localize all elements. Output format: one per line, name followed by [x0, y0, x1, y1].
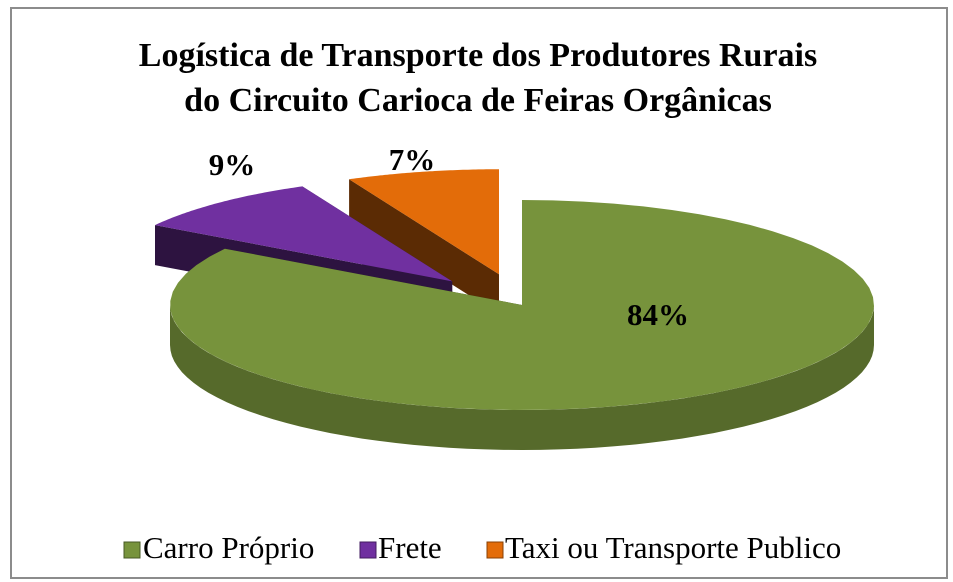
slice-top	[155, 186, 453, 282]
slice-top	[170, 200, 875, 410]
slice-top	[349, 169, 499, 275]
chart-title: Logística de Transporte dos Produtores R…	[139, 37, 817, 74]
data-label: 7%	[389, 142, 436, 177]
legend-label: Taxi ou Transporte Publico	[505, 530, 841, 565]
pie-slice	[170, 200, 875, 450]
legend: Carro Próprio Frete Taxi ou Transporte Pub…	[123, 530, 841, 565]
slice-wall	[170, 305, 874, 450]
slice-side	[349, 179, 499, 315]
legend-swatch	[123, 541, 141, 559]
legend-label: Frete	[378, 530, 442, 565]
data-label: 9%	[209, 147, 256, 182]
legend-label: Carro Próprio	[143, 530, 314, 565]
data-label: 84%	[627, 297, 689, 332]
legend-swatch	[486, 541, 504, 559]
chart-title: do Circuito Carioca de Feiras Orgânicas	[184, 82, 772, 119]
legend-swatch	[359, 541, 377, 559]
pie: 7% 9% 84%	[155, 142, 875, 450]
pie-slice	[349, 169, 499, 315]
